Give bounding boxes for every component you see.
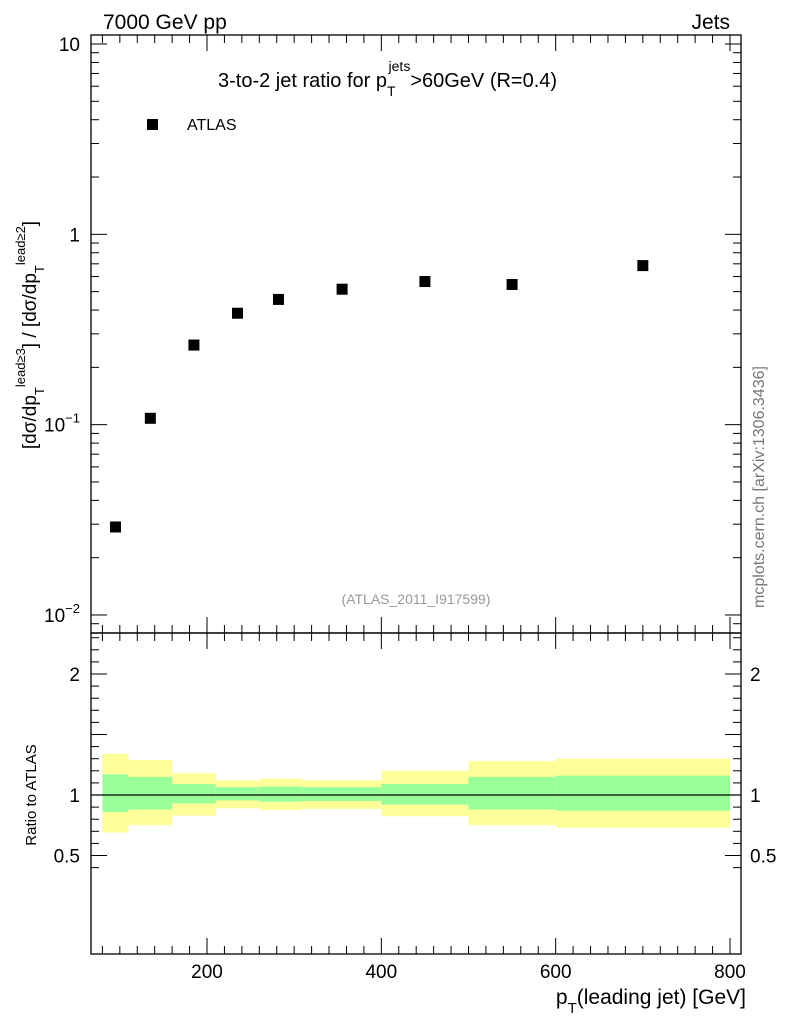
ratio-band-inner bbox=[468, 776, 556, 810]
legend-label: ATLAS bbox=[187, 117, 237, 134]
plot-title-sub: T bbox=[387, 83, 396, 99]
ratio-y-tick-label-left: 0.5 bbox=[54, 847, 80, 868]
side-label: mcplots.cern.ch [arXiv:1306.3436] bbox=[751, 366, 768, 608]
analysis-label: (ATLAS_2011_I917599) bbox=[342, 591, 491, 607]
main-y-axis-title-part: lead≥3 bbox=[13, 348, 28, 387]
plot-title-sup: jets bbox=[388, 58, 411, 74]
main-y-axis-title-part: T bbox=[32, 265, 47, 273]
plot-title-prefix: 3-to-2 jet ratio for p bbox=[218, 70, 387, 92]
main-y-axis-title-part: ] bbox=[20, 221, 41, 226]
data-point bbox=[637, 260, 649, 272]
main-y-tick-label: 10−1 bbox=[44, 411, 80, 437]
main-y-axis-title-part: ] bbox=[20, 343, 41, 348]
ratio-band-inner bbox=[302, 787, 382, 802]
x-tick-label: 200 bbox=[191, 962, 223, 983]
data-point bbox=[109, 521, 121, 533]
plot-title-suffix: >60GeV (R=0.4) bbox=[410, 70, 557, 92]
main-y-tick-label: 1 bbox=[69, 225, 80, 246]
ratio-x-axis-labels: 200 400 600 800 bbox=[191, 962, 746, 983]
main-y-axis-title-part: / [dσ/dp bbox=[20, 273, 41, 343]
main-y-axis-title-part: T bbox=[32, 387, 47, 395]
main-y-tick-label-base: 10 bbox=[44, 416, 65, 437]
main-y-axis-title-text: [dσ/dpTlead≥3] / [dσ/dpTlead≥2] bbox=[13, 221, 47, 449]
x-axis-title-prefix: p bbox=[556, 986, 568, 1009]
x-axis-title-sub: T bbox=[568, 1000, 577, 1017]
main-y-tick-label-base: 10 bbox=[44, 606, 65, 627]
ratio-y-tick-label-right: 2 bbox=[750, 665, 761, 686]
main-y-tick-label: 10−2 bbox=[44, 601, 80, 627]
energy-label: 7000 GeV pp bbox=[103, 11, 227, 34]
main-y-axis-title: [dσ/dpTlead≥3] / [dσ/dpTlead≥2] bbox=[13, 221, 47, 449]
data-point bbox=[506, 279, 518, 291]
ratio-band-inner bbox=[128, 776, 173, 810]
main-y-tick-label-exp: −1 bbox=[65, 411, 80, 426]
x-axis-title: pT(leading jet) [GeV] bbox=[556, 986, 746, 1017]
main-y-axis-title-part: [dσ/dp bbox=[20, 395, 41, 449]
ratio-y-tick-label-right: 1 bbox=[750, 786, 761, 807]
data-point bbox=[144, 412, 156, 424]
category-label: Jets bbox=[691, 11, 730, 34]
ratio-band-inner bbox=[102, 774, 129, 812]
main-y-axis-title-part: lead≥2 bbox=[13, 226, 28, 265]
legend-marker bbox=[147, 119, 158, 130]
x-tick-label: 400 bbox=[365, 962, 397, 983]
ratio-y-axis-ticks bbox=[91, 637, 741, 869]
data-point bbox=[188, 339, 200, 351]
data-point bbox=[336, 283, 348, 295]
x-axis-title-suffix: (leading jet) [GeV] bbox=[577, 986, 746, 1009]
ratio-x-axis-ticks bbox=[101, 633, 731, 954]
x-tick-label: 800 bbox=[714, 962, 746, 983]
main-x-axis-ticks bbox=[101, 35, 731, 633]
main-y-tick-label-exp: −2 bbox=[65, 601, 80, 616]
x-tick-label: 600 bbox=[540, 962, 572, 983]
ratio-band-inner bbox=[215, 787, 260, 801]
plot-title: 3-to-2 jet ratio for pTjets>60GeV (R=0.4… bbox=[218, 58, 557, 99]
ratio-y-axis-title: Ratio to ATLAS bbox=[23, 744, 40, 845]
ratio-y-axis-labels: 2 2 1 1 0.5 0.5 bbox=[54, 665, 777, 868]
ratio-band-inner bbox=[555, 775, 730, 811]
data-points bbox=[109, 260, 649, 533]
data-point bbox=[232, 307, 244, 319]
main-y-axis-ticks bbox=[91, 43, 741, 625]
ratio-y-tick-label-left: 2 bbox=[69, 665, 80, 686]
ratio-plot-panel: 2 2 1 1 0.5 0.5 200 400 600 800 Ratio to ATLAS p… bbox=[23, 632, 777, 1017]
data-point bbox=[419, 276, 431, 288]
ratio-band-inner bbox=[259, 786, 303, 802]
ratio-y-tick-label-right: 0.5 bbox=[750, 847, 776, 868]
main-y-tick-label: 10 bbox=[59, 35, 80, 56]
ratio-band-inner bbox=[381, 784, 469, 805]
ratio-y-tick-label-left: 1 bbox=[69, 786, 80, 807]
data-point bbox=[272, 293, 284, 305]
ratio-bands bbox=[102, 753, 730, 833]
ratio-band-inner bbox=[172, 784, 216, 804]
